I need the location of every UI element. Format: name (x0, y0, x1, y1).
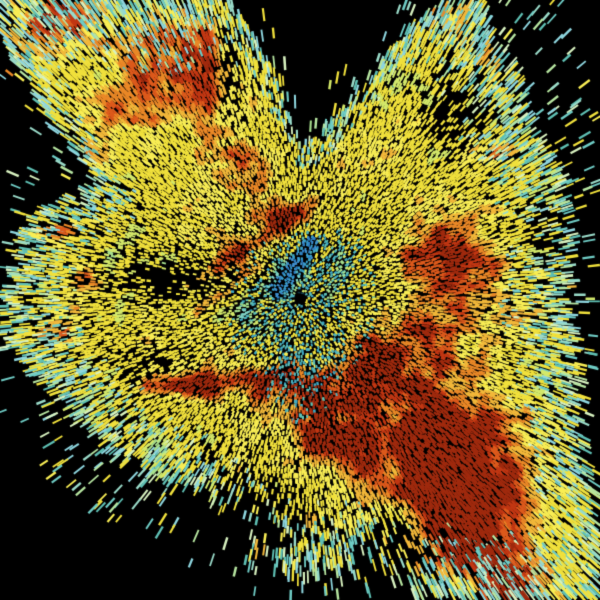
radar-scan-image (0, 0, 600, 600)
radar-display (0, 0, 600, 600)
